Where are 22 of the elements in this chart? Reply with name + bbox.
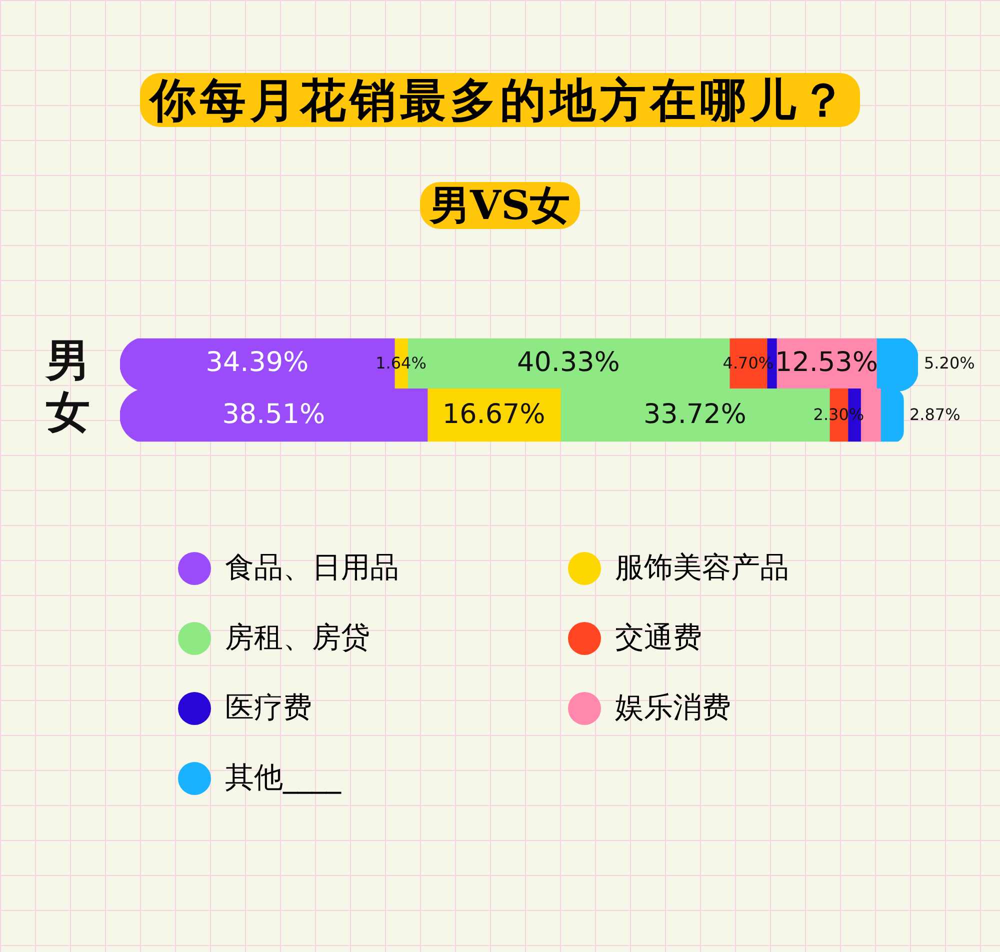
legend-label: 娱乐消费	[615, 689, 731, 726]
data-label: 16.67%	[442, 398, 546, 430]
chart-title: 你每月花销最多的地方在哪儿？	[140, 73, 860, 127]
chart-subtitle: 男VS女	[420, 182, 580, 229]
data-label: 2.30%	[813, 404, 864, 424]
data-label: 34.39%	[206, 347, 309, 378]
data-label: 38.51%	[222, 398, 326, 430]
data-label: 1.64%	[376, 353, 426, 372]
legend-label: 服饰美容产品	[615, 549, 789, 586]
y-tick-label: 女	[46, 387, 90, 438]
legend-label: 房租、房贷	[225, 619, 370, 656]
y-tick-label: 男	[44, 336, 90, 387]
bar	[427, 388, 561, 442]
data-label: 12.53%	[775, 347, 878, 378]
data-label: 40.33%	[517, 347, 620, 378]
data-label: 5.20%	[924, 353, 975, 372]
legend-label: 其他____	[225, 759, 341, 796]
data-label: 2.87%	[909, 404, 960, 424]
data-label: 33.72%	[643, 398, 746, 430]
legend-label: 食品、日用品	[225, 549, 399, 586]
legend-label: 医疗费	[225, 689, 312, 726]
legend-label: 交通费	[615, 619, 702, 656]
